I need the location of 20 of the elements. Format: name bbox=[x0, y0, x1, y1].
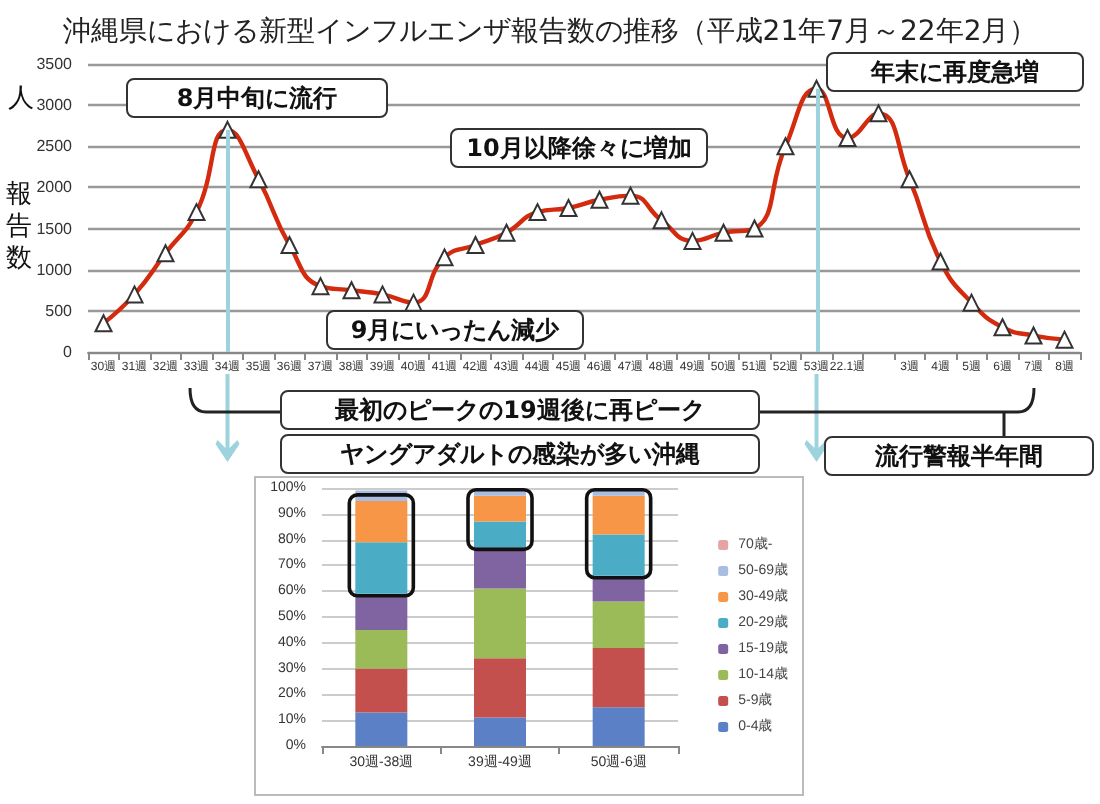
callout-box: 流行警報半年間 bbox=[824, 436, 1094, 476]
callout-box: 最初のピークの19週後に再ピーク bbox=[280, 390, 760, 430]
annotation: 年末に再度急増 bbox=[871, 58, 1039, 86]
y-tick-label: 3000 bbox=[36, 96, 74, 115]
y-tick-label: 1500 bbox=[36, 219, 74, 238]
y-axis-title: 報告数 bbox=[6, 180, 34, 276]
callout-box: 10月以降徐々に増加 bbox=[450, 128, 708, 168]
y-tick-label: 0 bbox=[63, 343, 74, 361]
annotation: 8月中旬に流行 bbox=[176, 84, 338, 112]
y-tick-label: 2500 bbox=[36, 137, 74, 156]
annotation: 10月以降徐々に増加 bbox=[466, 134, 692, 162]
y-tick-label: 2000 bbox=[36, 178, 74, 197]
y-tick-label: 500 bbox=[45, 301, 74, 320]
text: 人 bbox=[8, 84, 34, 114]
y-tick-label: 3500 bbox=[36, 55, 74, 73]
y-tick-label: 1000 bbox=[36, 260, 74, 279]
annotation: 9月にいったん減少 bbox=[350, 316, 560, 344]
callout-box: 年末に再度急増 bbox=[826, 52, 1084, 92]
chart-title: 沖縄県における新型インフルエンザ報告数の推移（平成21年7月～22年2月） bbox=[62, 16, 1038, 48]
callout-box: ヤングアダルトの感染が多い沖縄 bbox=[280, 434, 760, 474]
